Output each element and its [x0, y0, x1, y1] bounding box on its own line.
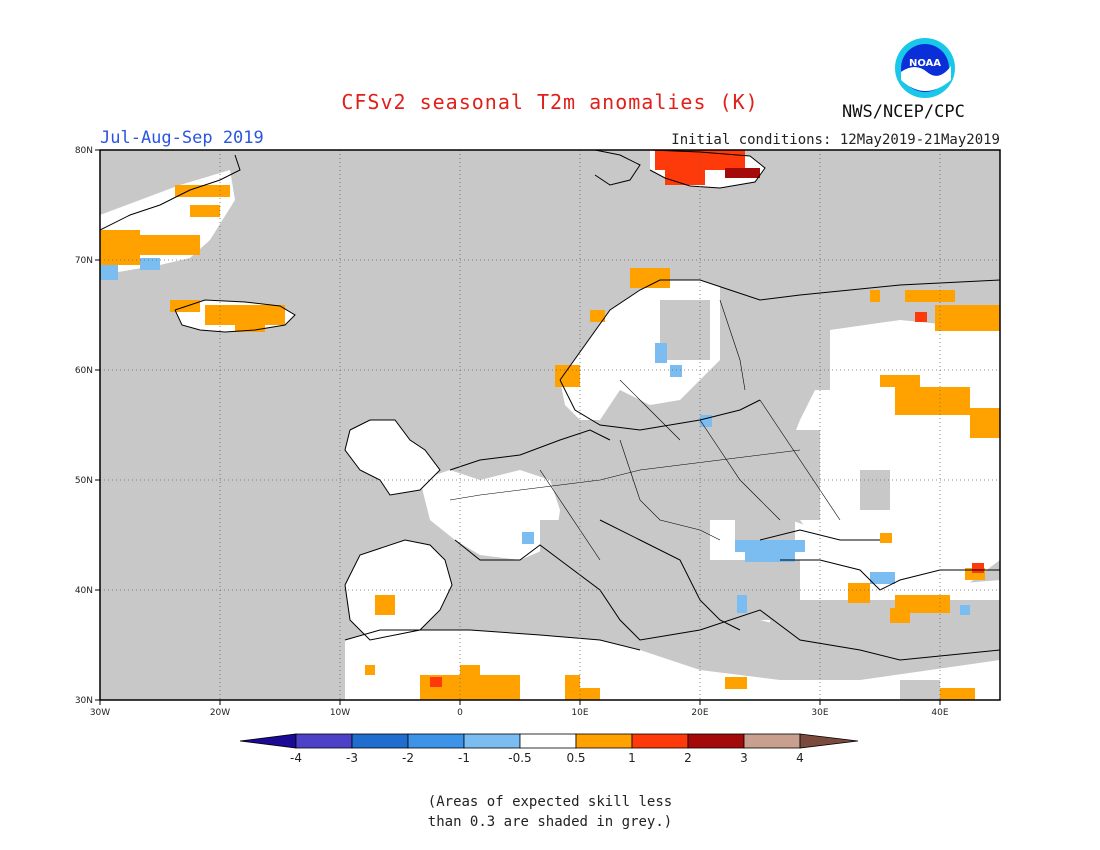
colorbar-label: 2 — [684, 751, 692, 765]
lat-tick-label: 70N — [75, 256, 93, 266]
lon-tick-label: 30W — [90, 708, 110, 718]
forecast-period: Jul-Aug-Sep 2019 — [100, 128, 264, 148]
lon-tick-label: 10W — [330, 708, 350, 718]
hot-anomalies — [430, 150, 984, 687]
colorbar-swatch — [799, 733, 859, 749]
colorbar-swatch — [463, 733, 521, 749]
lon-tick-label: 20W — [210, 708, 230, 718]
lon-tick-label: 20E — [691, 708, 708, 718]
colorbar-label: 4 — [796, 751, 804, 765]
colorbar-swatch — [351, 733, 409, 749]
colorbar-swatch — [631, 733, 689, 749]
colorbar-label: 1 — [628, 751, 636, 765]
initial-conditions: Initial conditions: 12May2019-21May2019 — [671, 132, 1000, 148]
colorbar-label: -3 — [346, 751, 358, 765]
lat-tick-label: 80N — [75, 146, 93, 156]
colorbar-label: -2 — [402, 751, 414, 765]
lon-tick-label: 40E — [931, 708, 948, 718]
colorbar-label: -1 — [458, 751, 470, 765]
colorbar-label: 3 — [740, 751, 748, 765]
lat-tick-label: 40N — [75, 586, 93, 596]
noaa-logo-icon: NOAA — [895, 38, 955, 98]
colorbar-label: -0.5 — [508, 751, 531, 765]
chart-title: CFSv2 seasonal T2m anomalies (K) — [341, 90, 759, 114]
colorbar-swatch — [743, 733, 801, 749]
agency-label: NWS/NCEP/CPC — [842, 102, 965, 122]
skill-note: (Areas of expected skill less than 0.3 a… — [0, 792, 1100, 832]
colorbar-label: 0.5 — [566, 751, 585, 765]
colorbar-swatch — [575, 733, 633, 749]
colorbar-label: -4 — [290, 751, 302, 765]
cool-anomalies — [100, 258, 970, 615]
skill-note-line: than 0.3 are shaded in grey.) — [427, 814, 673, 830]
colorbar-swatch — [519, 733, 577, 749]
colorbar-swatch — [295, 733, 353, 749]
map-frame — [99, 149, 1001, 701]
svg-text:NOAA: NOAA — [909, 58, 941, 69]
lat-tick-label: 30N — [75, 696, 93, 706]
lat-tick-label: 50N — [75, 476, 93, 486]
lon-tick-label: 10E — [571, 708, 588, 718]
colorbar-swatch — [687, 733, 745, 749]
warm-anomalies — [100, 185, 1000, 700]
colorbar-swatch — [407, 733, 465, 749]
skill-note-line: (Areas of expected skill less — [427, 794, 673, 810]
country-borders — [449, 299, 841, 561]
lon-tick-label: 30E — [811, 708, 828, 718]
colorbar-swatch — [239, 733, 297, 749]
lat-tick-label: 60N — [75, 366, 93, 376]
colorbar — [239, 733, 859, 749]
lon-tick-label: 0 — [457, 708, 463, 718]
